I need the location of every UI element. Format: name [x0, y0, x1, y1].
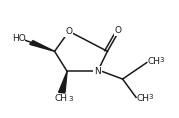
Text: 3: 3	[159, 57, 163, 63]
Text: CH: CH	[137, 94, 150, 103]
Polygon shape	[59, 71, 67, 93]
Text: 3: 3	[148, 94, 153, 100]
Text: O: O	[65, 27, 72, 36]
Text: CH: CH	[54, 94, 67, 103]
Polygon shape	[30, 41, 55, 51]
Text: 3: 3	[69, 96, 73, 102]
Text: O: O	[115, 26, 122, 35]
Text: N: N	[94, 67, 101, 76]
Text: CH: CH	[148, 57, 161, 66]
Text: HO: HO	[12, 34, 25, 43]
